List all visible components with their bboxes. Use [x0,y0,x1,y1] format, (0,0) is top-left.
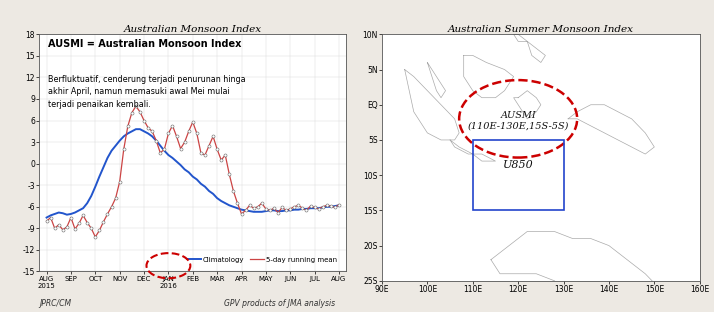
Legend: Climatology, 5-day running mean: Climatology, 5-day running mean [184,254,340,266]
Title: Australian Monsoon Index: Australian Monsoon Index [124,25,262,34]
5-day running mean [335,203,343,207]
Text: GPV products of JMA analysis: GPV products of JMA analysis [224,299,336,308]
Climatology [193,178,201,181]
Text: AUSMI
(110E-130E,15S-5S): AUSMI (110E-130E,15S-5S) [468,111,569,131]
5-day running mean [294,203,303,207]
Climatology [335,203,343,207]
Text: U850: U850 [503,160,533,170]
Climatology [298,207,307,211]
5-day running mean [196,151,205,155]
5-day running mean [302,208,311,212]
Text: AUSMI = Australian Monsoon Index: AUSMI = Australian Monsoon Index [49,39,242,49]
5-day running mean [42,219,51,223]
Climatology [144,132,152,135]
5-day running mean [148,129,156,133]
5-day running mean [131,104,140,108]
Climatology [131,127,140,131]
Climatology [42,216,51,219]
Text: Berfluktuatif, cenderung terjadi penurunan hinga
akhir April, namun memasuki awa: Berfluktuatif, cenderung terjadi penurun… [49,75,246,109]
5-day running mean [111,196,120,200]
Line: 5-day running mean: 5-day running mean [46,106,339,237]
Text: JPRC/CM: JPRC/CM [39,299,71,308]
Climatology [311,206,319,210]
Title: Australian Summer Monsoon Index: Australian Summer Monsoon Index [448,25,634,34]
5-day running mean [314,207,323,211]
Climatology [290,208,298,212]
Line: Climatology: Climatology [46,129,339,217]
Climatology [107,149,116,153]
Bar [473,140,563,210]
5-day running mean [91,235,99,239]
